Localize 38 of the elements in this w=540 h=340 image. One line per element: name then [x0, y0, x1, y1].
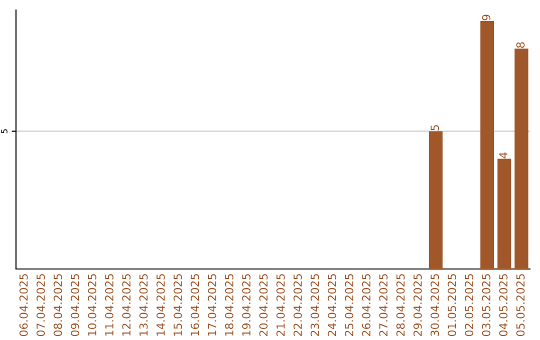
x-tick-label: 01.05.2025	[448, 274, 456, 336]
x-tick-label: 09.04.2025	[70, 274, 80, 336]
x-tick-label: 14.04.2025	[156, 274, 165, 336]
x-tick-label: 13.04.2025	[139, 274, 148, 336]
x-tick-label: 26.04.2025	[362, 274, 370, 336]
x-tick-label: 05.05.2025	[516, 274, 525, 336]
data-label: 5	[430, 125, 439, 130]
x-tick-label: 12.04.2025	[122, 274, 131, 336]
bar	[514, 48, 528, 269]
x-tick-label: 15.04.2025	[174, 274, 182, 336]
x-tick-label: 23.04.2025	[310, 274, 320, 336]
x-tick-label: 03.05.2025	[482, 274, 490, 336]
x-tick-label: 08.04.2025	[54, 274, 62, 336]
x-tick-label: 22.04.2025	[294, 274, 302, 336]
x-tick-label: 24.04.2025	[328, 274, 336, 336]
x-tick-label: 28.04.2025	[396, 274, 405, 336]
x-tick-label: 19.04.2025	[242, 274, 251, 336]
data-label: 4	[499, 152, 508, 158]
data-label: 9	[482, 14, 490, 20]
data-label: 8	[516, 42, 525, 48]
bar	[428, 131, 443, 269]
x-tick-label: 07.04.2025	[36, 274, 45, 336]
x-tick-label: 29.04.2025	[413, 274, 422, 336]
x-tick-label: 27.04.2025	[379, 274, 388, 336]
x-tick-label: 02.05.2025	[464, 274, 474, 336]
bar	[497, 158, 512, 269]
x-tick-label: 06.04.2025	[19, 274, 28, 336]
bar	[480, 21, 494, 269]
x-tick-label: 04.05.2025	[499, 274, 508, 336]
x-tick-label: 11.04.2025	[105, 274, 114, 336]
x-tick-label: 21.04.2025	[276, 274, 285, 336]
x-tick-label: 25.04.2025	[344, 274, 354, 336]
x-tick-label: 20.04.2025	[259, 274, 268, 336]
x-tick-label: 16.04.2025	[190, 274, 200, 336]
x-tick-label: 18.04.2025	[224, 274, 234, 336]
x-tick-label: 17.04.2025	[208, 274, 216, 336]
x-tick-label: 30.04.2025	[430, 274, 439, 336]
x-tick-label: 10.04.2025	[88, 274, 96, 336]
